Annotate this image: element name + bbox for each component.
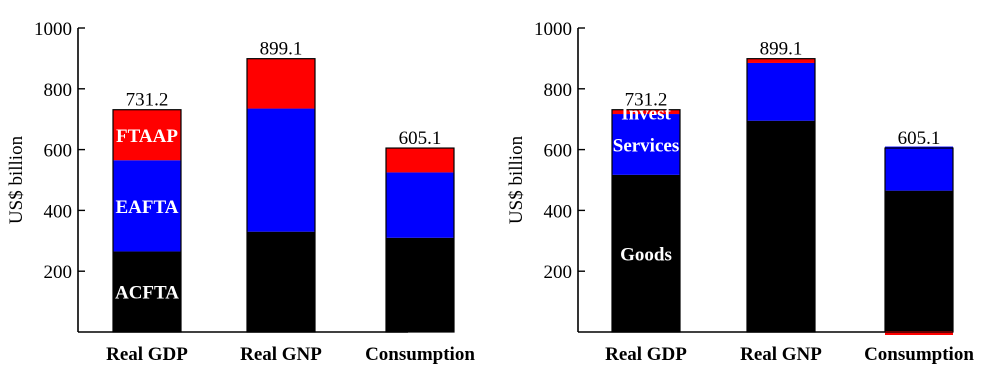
bar-outline [385, 147, 455, 333]
y-tick-label: 800 [44, 80, 73, 101]
bar-total-label: 605.1 [399, 128, 442, 149]
bar-total-label: 899.1 [760, 39, 803, 60]
bar-total-label: 899.1 [260, 39, 303, 60]
bar-total-label: 731.2 [625, 90, 668, 111]
y-axis-title: US$ billion [506, 135, 527, 224]
segment-label-group: Goods Services Invest [613, 104, 679, 266]
x-category-label: Consumption [864, 344, 974, 365]
y-tick-label: 600 [44, 141, 73, 162]
bar-segment-negative [885, 331, 953, 335]
segment-label: FTAAP [116, 126, 178, 147]
bar-outline [611, 109, 681, 333]
bar-segment [247, 58, 315, 109]
segment-label: ACFTA [115, 283, 179, 304]
bar-segment [113, 251, 181, 332]
x-category-label: Consumption [365, 344, 475, 365]
x-category-label: Real GNP [740, 344, 822, 365]
segment-label-group: ACFTA EAFTA FTAAP [115, 126, 179, 304]
chart-panel-1: 200 400 600 800 1000 US$ billion 731.2 Real GDP… [6, 19, 475, 365]
bar-segment [612, 114, 680, 175]
y-axis-title: US$ billion [6, 135, 27, 224]
bar-segment [612, 109, 680, 115]
y-tick-label: 200 [44, 262, 73, 283]
bar-segment [386, 172, 454, 238]
segment-label: Services [613, 135, 679, 156]
bar-segment [747, 58, 815, 63]
bar-segment [386, 237, 454, 332]
y-tick-label: 600 [544, 141, 573, 162]
y-tick-label: 200 [544, 262, 573, 283]
bar-segment [885, 146, 953, 191]
x-category-label: Real GDP [106, 344, 188, 365]
segment-label: Goods [620, 244, 672, 265]
bar-segment [747, 62, 815, 121]
chart-panel-2: 200 400 600 800 1000 US$ billion 731.2 Real GDP… [506, 19, 974, 365]
y-tick-label: 1000 [534, 19, 572, 40]
bar-outline [246, 58, 316, 333]
bar-segment [113, 109, 181, 161]
bar-outline [884, 147, 954, 333]
segment-label: Invest [621, 104, 671, 125]
bar-segment [113, 160, 181, 252]
bar-segment [247, 231, 315, 332]
x-category-label: Real GDP [605, 344, 687, 365]
bar-segment [247, 108, 315, 232]
bar-segment [885, 190, 953, 332]
x-category-label: Real GNP [240, 344, 322, 365]
bar-segment [747, 120, 815, 332]
bar-total-label: 605.1 [898, 128, 941, 149]
y-tick-label: 800 [544, 80, 573, 101]
segment-label: EAFTA [116, 197, 179, 218]
y-tick-label: 1000 [34, 19, 72, 40]
bar-outline [112, 109, 182, 333]
bar-outline [746, 58, 816, 333]
y-tick-label: 400 [544, 201, 573, 222]
bar-segment [612, 174, 680, 332]
y-tick-label: 400 [44, 201, 73, 222]
bar-segment [386, 148, 454, 173]
bar-total-label: 731.2 [126, 90, 169, 111]
